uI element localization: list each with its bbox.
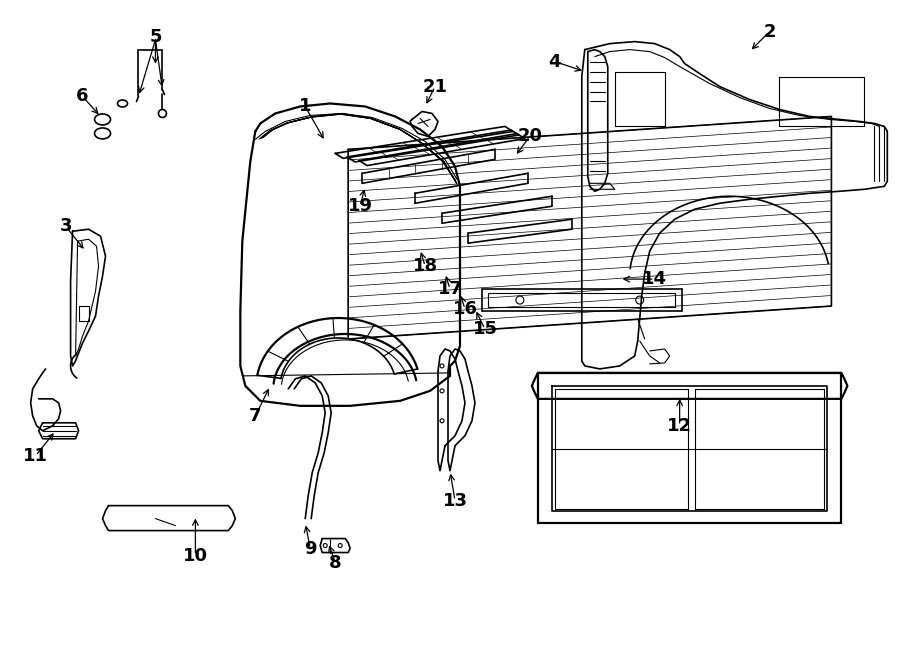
Text: 3: 3 [59,217,72,235]
Text: 21: 21 [422,77,447,95]
Text: 14: 14 [643,270,667,288]
Text: 2: 2 [763,22,776,40]
Text: 19: 19 [347,197,373,215]
Text: 7: 7 [249,407,262,425]
Text: 15: 15 [472,320,498,338]
Text: 12: 12 [667,417,692,435]
Text: 6: 6 [76,87,89,106]
Text: 11: 11 [23,447,48,465]
Text: 4: 4 [549,53,561,71]
Text: 17: 17 [437,280,463,298]
Text: 10: 10 [183,547,208,564]
Text: 8: 8 [328,553,341,572]
Text: 1: 1 [299,97,311,116]
Text: 20: 20 [518,128,543,145]
Text: 16: 16 [453,300,478,318]
Text: 13: 13 [443,492,467,510]
Text: 9: 9 [304,539,317,557]
Text: 18: 18 [412,257,437,275]
Text: 5: 5 [149,28,162,46]
